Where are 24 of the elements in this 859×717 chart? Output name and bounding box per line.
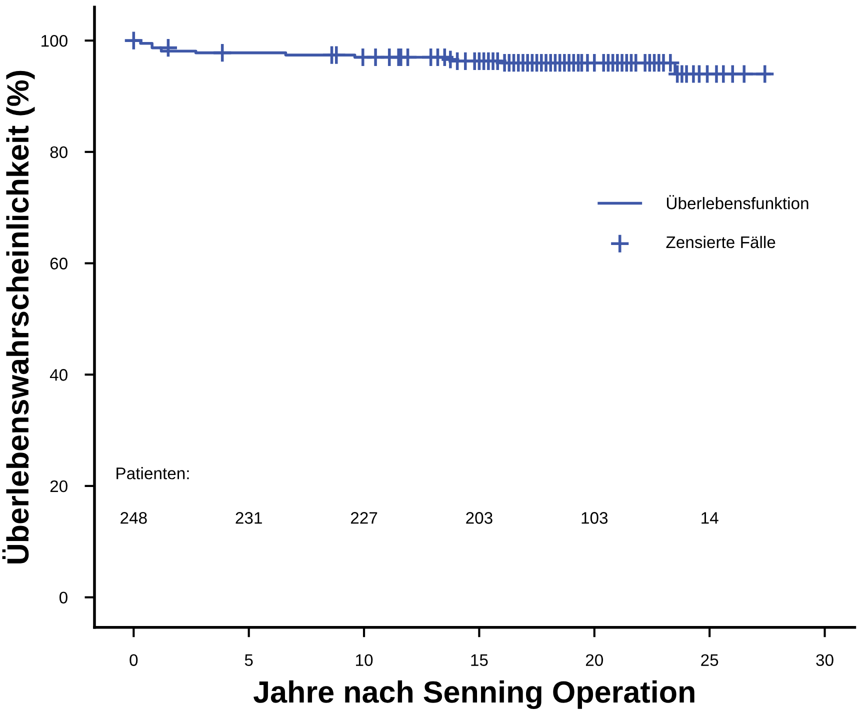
y-tick-label: 100: [42, 34, 68, 47]
x-tick-label: 25: [701, 654, 718, 666]
legend-label: Zensierte Fälle: [666, 236, 776, 248]
annotation: 103: [582, 512, 608, 524]
x-tick-label: 5: [244, 654, 253, 666]
annotation: 231: [236, 512, 262, 524]
y-tick-label: 80: [50, 146, 68, 158]
y-tick-label: 60: [50, 258, 68, 270]
y-axis-title: Überlebenswahrscheinlichkeit (%): [2, 70, 35, 564]
x-axis-title: Jahre nach Senning Operation: [254, 680, 694, 710]
legend-label: Überlebensfunktion: [666, 195, 808, 210]
annotation: 14: [702, 512, 718, 524]
x-tick-label: 0: [130, 654, 138, 666]
y-tick-label: 40: [50, 369, 68, 381]
annotation: 248: [120, 512, 147, 524]
x-tick-label: 15: [471, 654, 488, 666]
annotation: 227: [350, 512, 378, 524]
x-tick-label: 20: [586, 654, 604, 666]
x-tick-label: 30: [816, 654, 834, 666]
y-tick-label: 20: [50, 480, 68, 492]
annotation: 203: [466, 512, 492, 524]
x-tick-label: 10: [356, 654, 373, 666]
annotation: Patienten:: [116, 467, 189, 480]
y-tick-label: 0: [59, 592, 68, 604]
